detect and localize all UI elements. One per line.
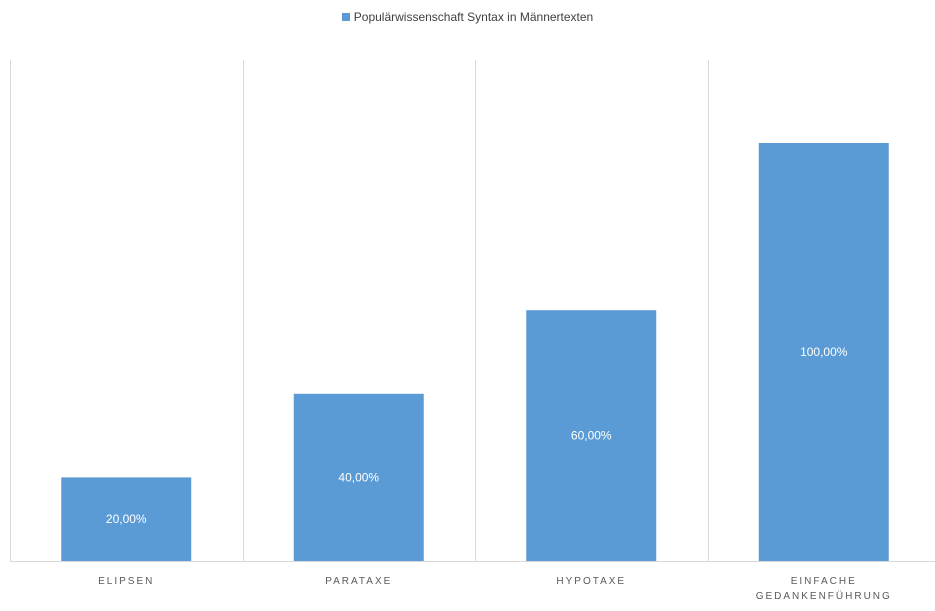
data-label: 100,00% <box>800 345 848 359</box>
legend: Populärwissenschaft Syntax in Männertext… <box>0 10 935 24</box>
bar <box>61 477 192 561</box>
category-label: EINFACHE <box>791 576 857 587</box>
data-label: 60,00% <box>571 429 612 443</box>
data-label: 40,00% <box>338 470 379 484</box>
bar <box>293 393 424 561</box>
category-label: GEDANKENFÜHRUNG <box>756 590 892 602</box>
category-label: ELIPSEN <box>98 576 154 587</box>
bar <box>758 143 889 561</box>
legend-swatch <box>341 13 350 21</box>
category-label: PARATAXE <box>325 576 392 587</box>
data-label: 20,00% <box>106 512 147 526</box>
bar <box>526 310 657 561</box>
legend-label: Populärwissenschaft Syntax in Männertext… <box>353 10 594 24</box>
category-label: HYPOTAXE <box>556 576 626 587</box>
